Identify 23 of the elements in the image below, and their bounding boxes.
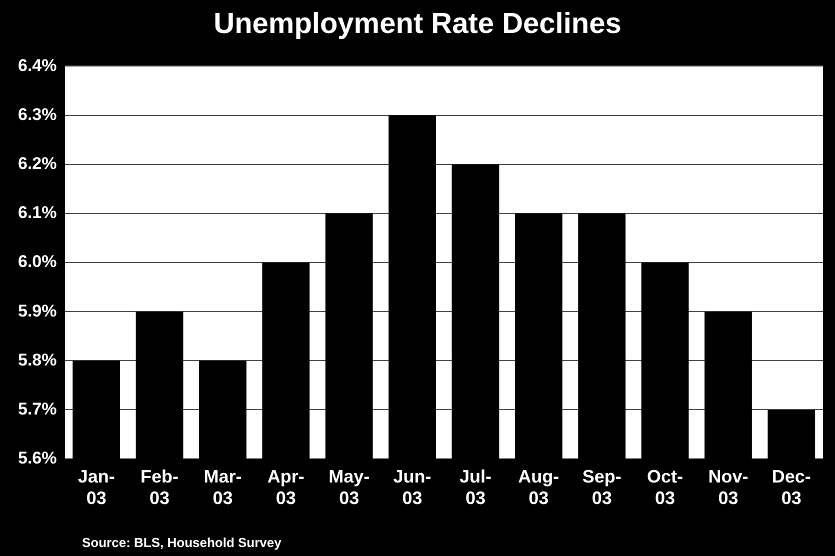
y-tick-label: 5.8% [18, 350, 57, 370]
x-tick-label: Jul-03 [459, 466, 492, 508]
y-tick-label: 5.6% [18, 448, 57, 468]
x-tick-label: Aug-03 [518, 466, 560, 508]
x-tick-label: Jun-03 [393, 466, 432, 508]
y-tick-label: 6.4% [18, 56, 57, 75]
chart-title: Unemployment Rate Declines [212, 8, 622, 41]
x-tick-label: Apr-03 [267, 466, 304, 508]
x-tick-label: Dec-03 [772, 466, 811, 508]
x-tick-label: Nov-03 [708, 466, 748, 508]
source-note: Source: BLS, Household Survey [82, 535, 282, 550]
y-tick-label: 6.0% [18, 252, 57, 272]
y-tick-label: 6.2% [18, 154, 57, 174]
y-tick-label: 6.3% [18, 104, 57, 124]
y-tick-label: 5.9% [18, 301, 57, 320]
x-tick-label: May-03 [328, 466, 370, 508]
y-tick-label: 5.7% [18, 399, 57, 418]
y-tick-label: 6.1% [18, 203, 57, 222]
x-tick-label: Sep-03 [582, 466, 622, 508]
x-tick-label: Jan-03 [78, 466, 115, 508]
x-tick-label: Oct-03 [647, 466, 684, 508]
x-tick-label: Mar-03 [204, 466, 242, 508]
x-tick-label: Feb-03 [140, 466, 179, 508]
